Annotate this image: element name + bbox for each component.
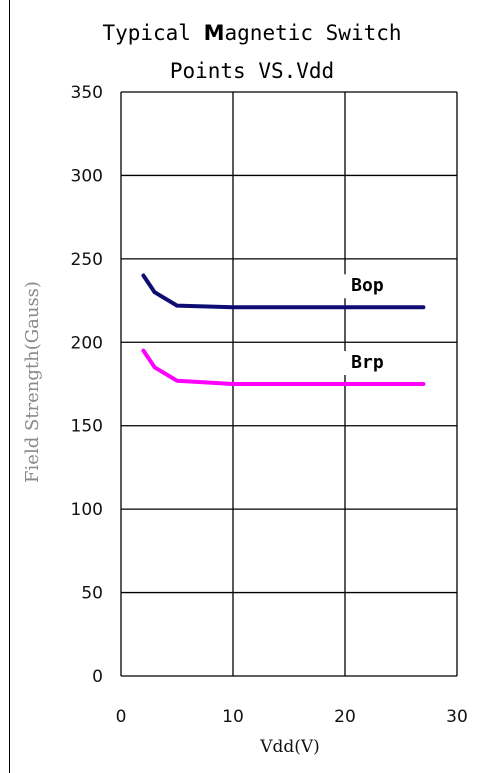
series-label-bop: Bop [351,275,384,296]
x-tick-label: 30 [446,707,468,727]
y-tick-label: 200 [71,333,103,353]
series-line-bop [141,273,426,310]
y-tick-label: 250 [71,250,103,270]
series-labels: Bop Brp [333,274,402,375]
chart-series [141,273,426,386]
y-tick-label: 0 [92,667,103,687]
y-axis-label: Field Strength(Gauss) [22,281,43,483]
chart-title-line1-pre: Typical [102,21,203,45]
y-tick-label: 350 [71,83,103,103]
chart-frame [9,0,486,773]
series-line-brp [141,348,426,386]
y-tick-label: 300 [71,166,103,186]
chart-title-line1: Typical Magnetic Switch [102,21,401,45]
series-label-brp: Brp [351,352,384,373]
y-axis-ticks: 0 50 100 150 200 250 300 350 [71,83,103,687]
series-label-bg [333,351,402,375]
x-tick-label: 0 [116,707,127,727]
chart-title-line2: Points VS.Vdd [170,59,334,83]
y-tick-label: 150 [71,417,103,437]
y-tick-label: 50 [81,584,103,604]
series-label-bg [333,274,402,299]
y-tick-label: 100 [71,500,103,520]
x-tick-label: 20 [334,707,356,727]
chart-title-line1-post: agnetic Switch [225,21,402,45]
chart-title-line1-bold: M [204,21,225,45]
x-tick-label: 10 [222,707,244,727]
x-axis-label: Vdd(V) [259,737,320,757]
x-axis-ticks: 0 10 20 30 [116,707,468,727]
